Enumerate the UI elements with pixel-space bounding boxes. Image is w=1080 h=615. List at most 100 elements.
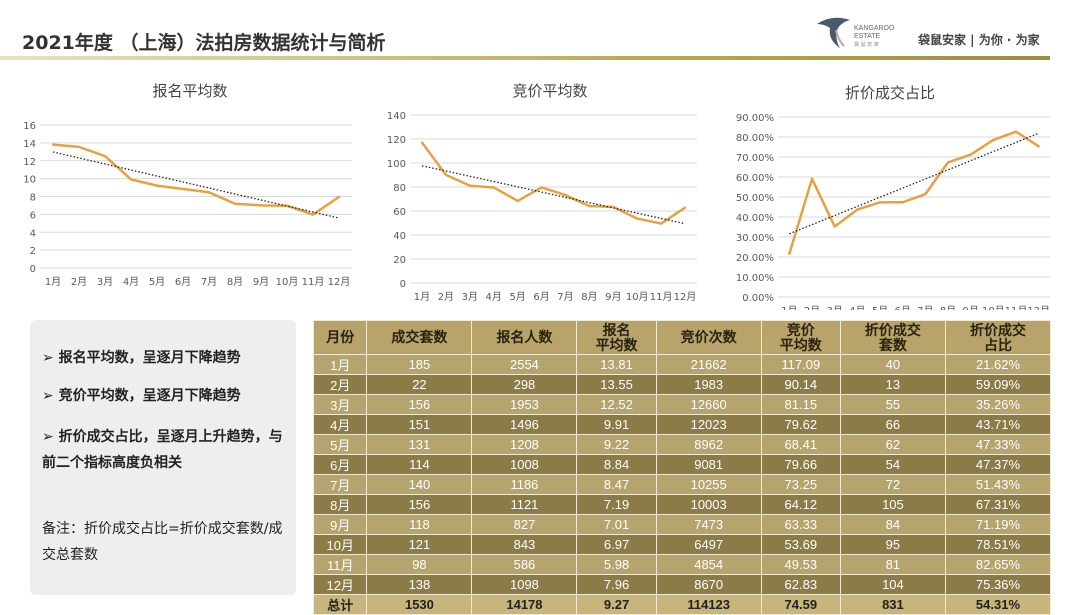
table-cell: 53.69 xyxy=(760,534,841,555)
total-cell: 1530 xyxy=(366,594,473,615)
table-cell: 11月 xyxy=(312,554,368,575)
table-row: 7月 140 1186 8.47 10255 73.25 72 51.43% xyxy=(312,474,1052,495)
data-point xyxy=(1014,130,1018,133)
table-cell: 9.91 xyxy=(576,414,657,435)
y-tick-label: 14 xyxy=(23,139,36,150)
data-point xyxy=(259,204,263,207)
note-bullet-3: ➢ 折价成交占比，呈逐月上升趋势，与前二个指标高度负相关 xyxy=(42,429,283,471)
table-cell: 1121 xyxy=(471,494,578,515)
table-cell: 1186 xyxy=(471,474,578,495)
series-line xyxy=(788,130,1040,255)
x-tick-label: 10月 xyxy=(626,291,649,303)
data-point xyxy=(588,204,591,208)
x-tick-label: 9月 xyxy=(253,276,269,288)
table-cell: 298 xyxy=(471,374,578,395)
data-point xyxy=(233,202,237,205)
table-row: 2月 22 298 13.55 1983 90.14 13 59.09% xyxy=(312,374,1052,395)
x-tick-label: 7月 xyxy=(201,276,217,288)
trendline xyxy=(52,151,340,219)
x-tick-label: 4月 xyxy=(123,276,139,288)
y-tick-label: 20.00% xyxy=(736,253,774,264)
table-cell: 68.41 xyxy=(760,434,841,455)
table-row: 11月 98 586 5.98 4854 49.53 81 82.65% xyxy=(312,554,1052,575)
x-tick-label: 10月 xyxy=(276,276,299,288)
table-cell: 827 xyxy=(471,514,578,535)
data-point xyxy=(924,192,927,196)
table-cell: 82.65% xyxy=(944,554,1052,575)
x-tick-label: 12月 xyxy=(674,291,697,303)
data-point xyxy=(1037,145,1040,148)
series-line xyxy=(420,141,686,225)
table-cell: 105 xyxy=(839,494,946,515)
table-cell: 185 xyxy=(366,354,473,375)
table-cell: 81 xyxy=(839,554,946,575)
y-tick-label: 0.00% xyxy=(742,293,774,304)
svg-text:ESTATE: ESTATE xyxy=(854,33,881,40)
data-point xyxy=(51,143,55,146)
data-point xyxy=(181,187,185,191)
data-point xyxy=(155,184,159,187)
data-point xyxy=(468,184,471,187)
column-header: 月份 xyxy=(312,320,368,355)
svg-text:KANGAROO: KANGAROO xyxy=(854,25,895,32)
table-cell: 67.31% xyxy=(944,494,1052,515)
table-cell: 13.55 xyxy=(576,374,657,395)
table-row: 4月 151 1496 9.91 12023 79.62 66 43.71% xyxy=(312,414,1052,435)
table-cell: 6月 xyxy=(312,454,368,475)
table-row: 10月 121 843 6.97 6497 53.69 95 78.51% xyxy=(312,534,1052,555)
table-cell: 104 xyxy=(839,574,946,595)
chart-title-signup-avg: 报名平均数 xyxy=(152,82,228,100)
x-tick-label: 8月 xyxy=(227,276,243,288)
table-cell: 4854 xyxy=(655,554,762,575)
table-cell: 43.71% xyxy=(944,414,1052,435)
data-point xyxy=(683,206,687,209)
table-cell: 140 xyxy=(366,474,473,495)
data-point xyxy=(207,191,211,194)
note-bullet-2: ➢ 竞价平均数，呈逐月下降趋势 xyxy=(42,388,241,404)
table-cell: 64.12 xyxy=(760,494,841,515)
table-row: 12月 138 1098 7.96 8670 62.83 104 75.36% xyxy=(312,574,1052,595)
table-cell: 47.33% xyxy=(944,434,1052,455)
data-point xyxy=(833,225,836,228)
trendline xyxy=(421,165,686,225)
y-tick-label: 80.00% xyxy=(736,133,774,144)
column-header: 竞价 平均数 xyxy=(760,320,841,355)
table-cell: 7.96 xyxy=(576,574,657,595)
y-tick-label: 0 xyxy=(400,279,406,290)
table-row: 8月 156 1121 7.19 10003 64.12 105 67.31% xyxy=(312,494,1052,515)
table-cell: 9月 xyxy=(312,514,368,535)
x-tick-label: 8月 xyxy=(581,291,597,303)
data-point xyxy=(992,138,995,142)
series-line xyxy=(52,143,340,216)
total-cell: 9.27 xyxy=(576,594,657,615)
note-remark: 备注：折价成交占比=折价成交套数/成交总套数 xyxy=(42,521,283,563)
column-header: 折价成交 套数 xyxy=(839,320,946,355)
x-tick-label: 1月 xyxy=(414,291,430,303)
column-header: 竞价次数 xyxy=(655,320,762,355)
data-point xyxy=(103,154,107,158)
total-cell: 114123 xyxy=(655,594,762,615)
table-cell: 10003 xyxy=(655,494,762,515)
x-tick-label: 6月 xyxy=(894,305,910,310)
table-cell: 3月 xyxy=(312,394,368,415)
table-cell: 12023 xyxy=(655,414,762,435)
table-cell: 75.36% xyxy=(944,574,1052,595)
column-header: 折价成交 占比 xyxy=(944,320,1052,355)
header-divider xyxy=(0,56,1050,60)
x-tick-label: 9月 xyxy=(605,291,621,303)
x-tick-label: 11月 xyxy=(1005,305,1028,310)
table-cell: 10255 xyxy=(655,474,762,495)
kangaroo-logo: KANGAROO ESTATE 袋 鼠 安 家 xyxy=(817,17,895,48)
slogan: 袋鼠安家 | 为你 · 为家 xyxy=(918,33,1040,47)
x-tick-label: 1月 xyxy=(781,305,797,310)
x-tick-label: 2月 xyxy=(438,291,454,303)
x-tick-label: 10月 xyxy=(982,305,1005,310)
table-cell: 54 xyxy=(839,454,946,475)
table-cell: 156 xyxy=(366,394,473,415)
table-cell: 90.14 xyxy=(760,374,841,395)
data-point xyxy=(540,186,543,189)
x-tick-label: 11月 xyxy=(302,276,325,288)
y-tick-label: 90.00% xyxy=(736,113,774,124)
column-header: 报名 平均数 xyxy=(576,320,657,355)
total-cell: 74.59 xyxy=(760,594,841,615)
